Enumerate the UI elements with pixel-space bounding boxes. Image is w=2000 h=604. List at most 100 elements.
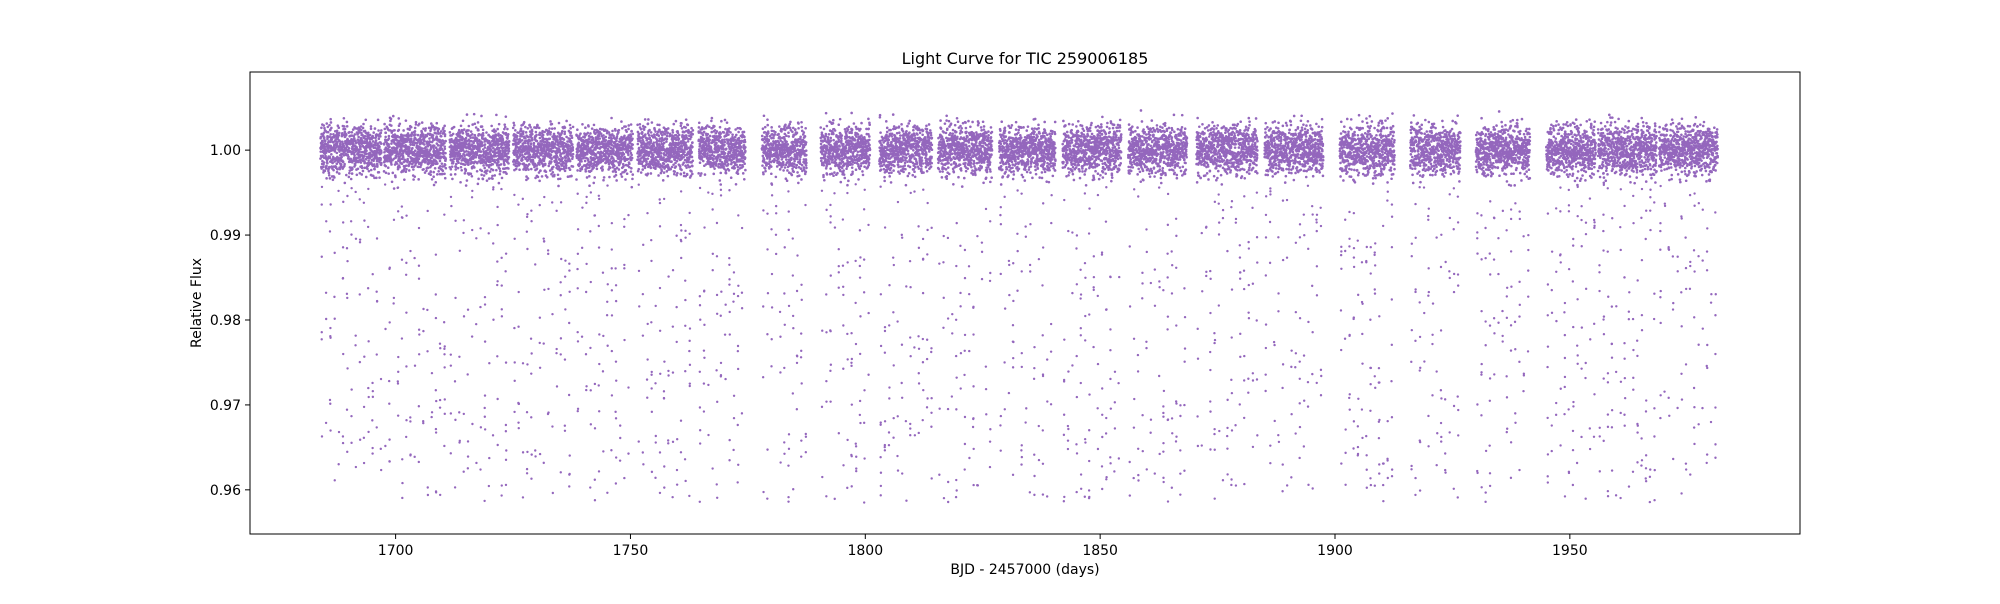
data-point: [486, 169, 489, 172]
data-point: [449, 195, 453, 199]
data-point: [328, 135, 331, 139]
data-point: [597, 470, 601, 473]
data-point: [613, 164, 616, 168]
data-point: [602, 176, 606, 179]
data-point: [568, 290, 571, 294]
data-point: [511, 126, 515, 130]
data-point: [701, 159, 705, 163]
data-point: [369, 168, 373, 172]
data-point: [689, 135, 693, 139]
data-point: [512, 121, 516, 125]
data-point: [466, 440, 470, 443]
data-point: [538, 163, 541, 166]
data-point: [329, 334, 332, 338]
data-point: [624, 125, 627, 128]
data-point: [636, 123, 639, 127]
data-point: [462, 231, 465, 235]
data-point: [691, 132, 694, 136]
data-point: [464, 184, 468, 187]
data-point: [528, 153, 532, 157]
data-point: [391, 171, 395, 175]
data-point: [363, 154, 366, 158]
data-point: [438, 342, 442, 345]
data-point: [530, 220, 533, 223]
data-point: [409, 454, 412, 457]
data-point: [377, 137, 381, 141]
data-point: [481, 134, 485, 137]
data-point: [562, 138, 566, 141]
data-point: [593, 176, 597, 179]
data-point: [525, 411, 529, 414]
data-point: [374, 139, 378, 142]
data-point: [367, 169, 371, 173]
data-point: [659, 372, 662, 375]
data-point: [570, 136, 574, 139]
data-point: [638, 305, 641, 308]
data-point: [585, 388, 588, 392]
data-point: [622, 164, 625, 167]
data-point: [657, 134, 661, 137]
data-point: [345, 408, 349, 411]
data-point: [422, 329, 425, 333]
data-point: [501, 138, 505, 142]
data-point: [346, 259, 349, 263]
data-point: [382, 143, 386, 146]
data-point: [675, 340, 678, 344]
data-point: [355, 145, 358, 149]
data-point: [623, 267, 626, 270]
data-point: [555, 351, 558, 355]
data-point: [373, 149, 376, 153]
data-point: [658, 225, 662, 228]
data-point: [663, 360, 666, 363]
data-point: [412, 178, 415, 181]
data-point: [612, 149, 615, 153]
data-point: [457, 161, 460, 165]
data-point: [346, 153, 349, 156]
data-point: [433, 166, 437, 170]
data-point: [589, 162, 593, 165]
data-point: [396, 382, 400, 385]
data-point: [335, 170, 339, 174]
data-point: [614, 299, 618, 303]
data-point: [610, 289, 614, 292]
data-point: [710, 116, 714, 120]
data-point: [619, 436, 622, 440]
data-point: [654, 304, 657, 308]
data-point: [699, 144, 702, 147]
data-point: [697, 121, 701, 125]
data-point: [588, 184, 591, 188]
data-point: [350, 441, 353, 445]
data-point: [593, 427, 597, 430]
data-point: [602, 178, 605, 182]
data-point: [505, 449, 508, 452]
data-point: [397, 124, 401, 128]
data-point: [470, 133, 474, 136]
data-point: [646, 211, 649, 215]
data-point: [534, 455, 537, 458]
data-point: [561, 129, 564, 133]
data-point: [474, 322, 478, 326]
data-point: [437, 127, 441, 131]
data-point: [678, 165, 682, 168]
data-point: [393, 128, 396, 132]
data-point: [459, 180, 462, 184]
data-point: [637, 183, 640, 186]
data-point: [467, 124, 471, 128]
data-point: [335, 129, 339, 133]
data-point: [339, 162, 343, 166]
data-point: [371, 140, 375, 143]
data-point: [355, 127, 359, 130]
data-point: [461, 131, 465, 135]
data-point: [367, 187, 370, 191]
data-point: [617, 128, 621, 132]
data-point: [462, 470, 465, 473]
data-point: [515, 138, 519, 141]
data-point: [390, 131, 394, 134]
data-point: [391, 114, 395, 118]
data-point: [436, 173, 439, 176]
data-point: [563, 424, 567, 427]
data-point: [568, 454, 571, 457]
data-point: [488, 456, 491, 460]
data-point: [652, 141, 656, 144]
data-point: [458, 411, 461, 414]
